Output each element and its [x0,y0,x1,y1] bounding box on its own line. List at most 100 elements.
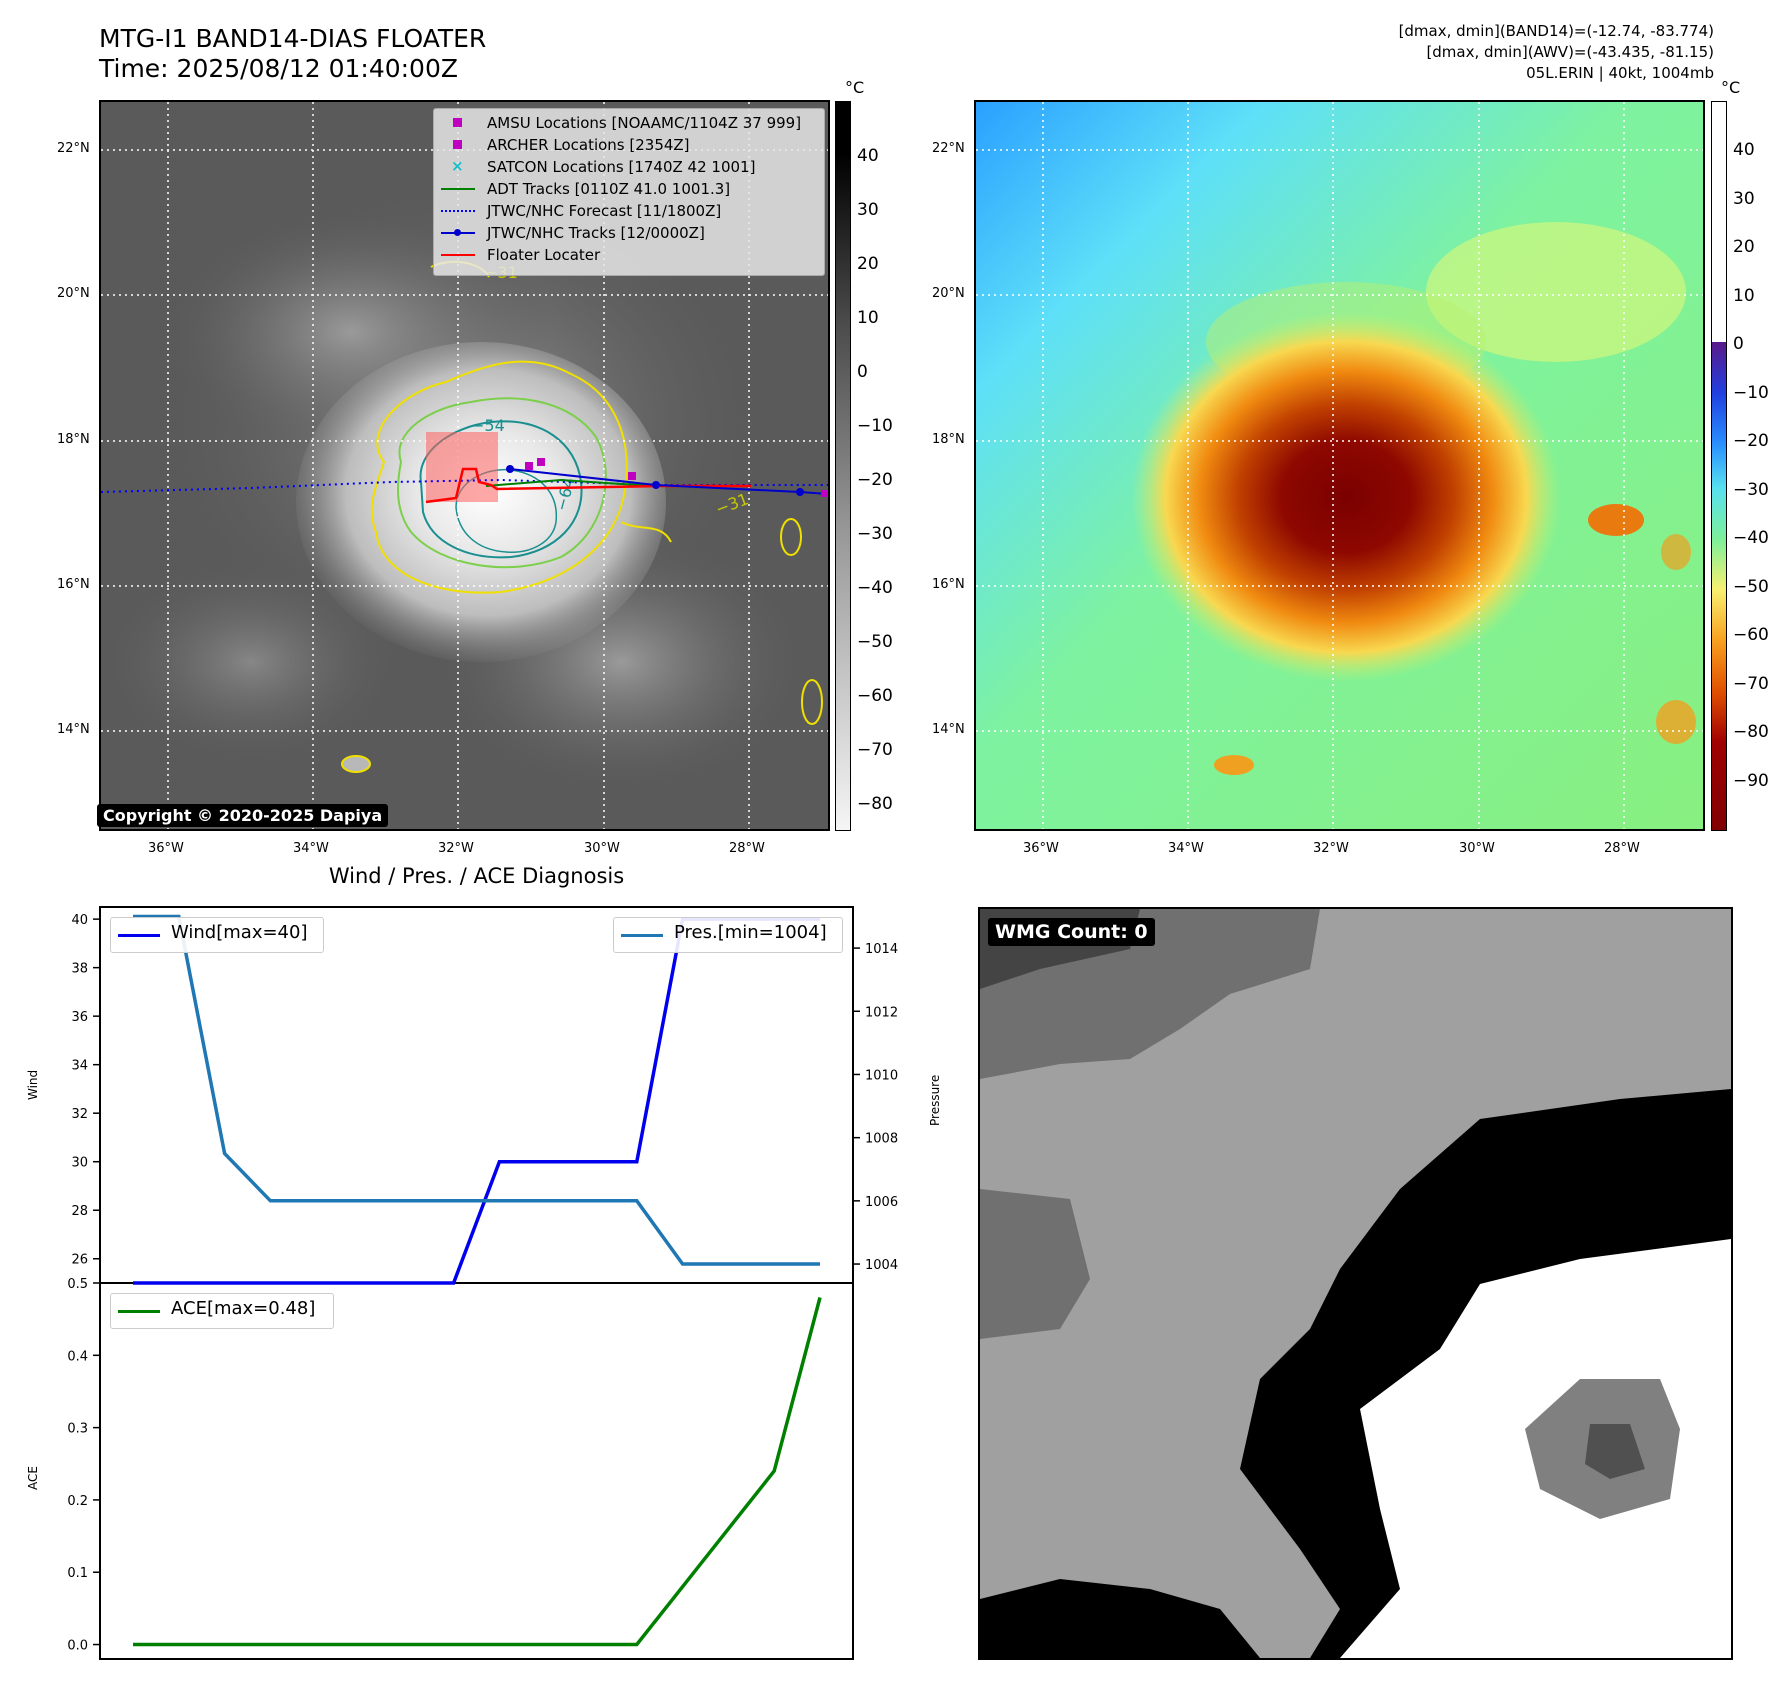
lon-tick: 34°W [1168,841,1204,856]
map-legend: AMSU Locations [NOAAMC/1104Z 37 999] ARC… [433,108,825,276]
line-icon [118,934,160,937]
lat-tick: 16°N [932,577,965,592]
archer-marker [537,458,545,466]
wind-axis: 40 38 36 34 32 30 28 26 [71,913,100,1268]
ace-tick-label: 0.4 [67,1349,88,1364]
awv-colorbar-tick: 10 [1733,286,1755,306]
awv-colorbar-tick: −70 [1733,674,1769,694]
lat-tick: 22°N [932,141,965,156]
ir-colorbar-tick: −80 [857,794,893,814]
line-icon [621,934,663,937]
wmg-map [980,909,1731,1658]
awv-colorbar-tick: −40 [1733,528,1769,548]
ace-tick-label: 0.2 [67,1494,88,1509]
line-icon [118,1310,160,1313]
wmg-count-badge: WMG Count: 0 [988,918,1155,946]
wind-legend: Wind[max=40] [110,917,324,953]
lat-tick: 18°N [57,432,90,447]
ir-colorbar-tick: −50 [857,632,893,652]
line-icon [441,188,475,190]
ir-colorbar-tick: 0 [857,362,868,382]
square-icon [453,140,462,149]
ir-colorbar-tick: −20 [857,470,893,490]
pressure-tick-label: 1008 [865,1132,898,1147]
awv-colorbar-tick: −10 [1733,383,1769,403]
wind-ylabel: Wind [26,1069,40,1100]
pressure-tick-label: 1004 [865,1258,898,1273]
awv-range: [dmax, dmin](AWV)=(-43.435, -81.15) [1426,43,1714,61]
ace-tick-label: 0.0 [67,1639,88,1654]
pressure-series-line [133,914,820,1266]
pressure-tick-label: 1012 [865,1005,898,1020]
wind-tick-label: 32 [71,1107,88,1122]
awv-colorbar-tick: 0 [1733,334,1744,354]
lat-tick: 20°N [57,286,90,301]
awv-colorbar [1711,101,1727,831]
wind-tick-label: 36 [71,1010,88,1025]
wmg-panel [978,907,1733,1660]
ace-tick-label: 0.5 [67,1277,88,1292]
dot-icon [454,229,461,236]
x-marker-icon: × [451,157,464,175]
ir-colorbar-tick: 20 [857,254,879,274]
ace-ylabel: ACE [26,1466,40,1490]
chart-time: Time: 2025/08/12 01:40:00Z [99,54,458,83]
ir-colorbar-tick: 30 [857,200,879,220]
line-icon [441,254,475,256]
wind-tick-label: 26 [71,1253,88,1268]
ace-tick-label: 0.3 [67,1422,88,1437]
lon-tick: 34°W [293,841,329,856]
diagnosis-title: Wind / Pres. / ACE Diagnosis [328,864,625,888]
storm-info: 05L.ERIN | 40kt, 1004mb [1526,64,1714,82]
contour-label: −54 [471,416,505,435]
lat-tick: 14°N [57,722,90,737]
awv-map [976,102,1703,829]
wind-tick-label: 28 [71,1204,88,1219]
lat-tick: 20°N [932,286,965,301]
ace-frame [99,1282,854,1660]
chart-title: MTG-I1 BAND14-DIAS FLOATER [99,24,487,53]
awv-colorbar-tick: 30 [1733,189,1755,209]
ir-colorbar-tick: −60 [857,686,893,706]
awv-colorbar-tick: −90 [1733,771,1769,791]
wind-tick-label: 30 [71,1156,88,1171]
floater-box [426,432,498,502]
ir-colorbar-tick: −70 [857,740,893,760]
ace-series-line [133,1297,822,1647]
pressure-ylabel: Pressure [928,1074,942,1126]
lat-tick: 16°N [57,577,90,592]
awv-colorbar-tick: −60 [1733,625,1769,645]
ir-colorbar [835,101,851,831]
adt-track [485,478,662,487]
pressure-tick-label: 1010 [865,1068,898,1083]
jtwc-track [509,468,828,495]
ir-colorbar-tick: 10 [857,308,879,328]
lat-tick: 14°N [932,722,965,737]
lon-tick: 36°W [1023,841,1059,856]
wind-tick-label: 38 [71,962,88,977]
dotted-line-icon [441,210,475,212]
lon-tick: 36°W [148,841,184,856]
lon-tick: 30°W [584,841,620,856]
lat-tick: 22°N [57,141,90,156]
ir-colorbar-tick: 40 [857,146,879,166]
ir-colorbar-tick: −30 [857,524,893,544]
awv-colorbar-tick: 20 [1733,237,1755,257]
lat-tick: 18°N [932,432,965,447]
archer-marker [628,472,636,480]
wind-tick-label: 40 [71,913,88,928]
wind-tick-label: 34 [71,1059,88,1074]
pressure-tick-label: 1006 [865,1195,898,1210]
lon-tick: 28°W [729,841,765,856]
awv-colorbar-tick: 40 [1733,140,1755,160]
copyright-badge: Copyright © 2020-2025 Dapiya [97,804,389,827]
awv-map-panel [974,100,1705,831]
awv-colorbar-tick: −80 [1733,722,1769,742]
lon-tick: 30°W [1459,841,1495,856]
band14-range: [dmax, dmin](BAND14)=(-12.74, -83.774) [1398,22,1714,40]
amsu-marker [821,490,828,497]
awv-colorbar-unit: °C [1721,78,1741,97]
map-gridlines [976,102,1703,829]
wind-series-line [133,917,820,1285]
